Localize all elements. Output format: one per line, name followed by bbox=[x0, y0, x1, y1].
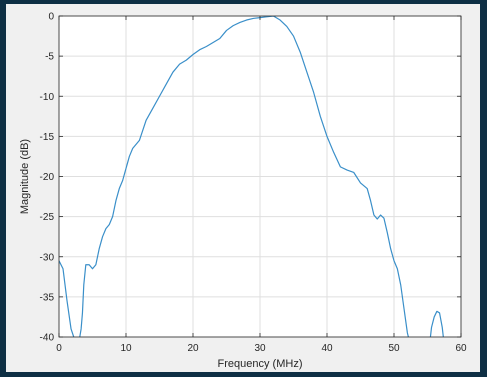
x-tick-label: 50 bbox=[388, 343, 400, 354]
y-tick-label: -35 bbox=[40, 292, 55, 303]
x-axis: 0 10 20 30 40 50 60 bbox=[56, 16, 467, 354]
y-tick-label: 0 bbox=[48, 12, 54, 23]
y-tick-label: -40 bbox=[40, 333, 55, 344]
x-tick-label: 60 bbox=[455, 343, 467, 354]
y-tick-label: -15 bbox=[40, 132, 55, 143]
y-axis-label: Magnitude (dB) bbox=[19, 139, 31, 214]
y-axis: -40 -35 -30 -25 -20 -15 -10 -5 0 bbox=[40, 12, 461, 344]
x-tick-label: 30 bbox=[254, 343, 266, 354]
figure: 0 10 20 30 40 50 60 -40 -35 -30 -25 -20 -15 -10 -5 0 F… bbox=[6, 4, 480, 372]
series-group bbox=[59, 16, 444, 337]
y-tick-label: -10 bbox=[40, 92, 55, 103]
y-tick-label: -30 bbox=[40, 252, 55, 263]
series-line-2 bbox=[429, 310, 444, 337]
x-tick-label: 10 bbox=[120, 343, 132, 354]
x-tick-label: 40 bbox=[321, 343, 333, 354]
x-axis-label: Frequency (MHz) bbox=[218, 358, 303, 370]
line-chart: 0 10 20 30 40 50 60 -40 -35 -30 -25 -20 -15 -10 -5 0 F… bbox=[19, 12, 467, 371]
series-line-1 bbox=[59, 16, 410, 337]
y-tick-label: -25 bbox=[40, 212, 55, 223]
y-tick-label: -20 bbox=[40, 172, 55, 183]
y-tick-label: -5 bbox=[45, 52, 54, 63]
x-tick-label: 20 bbox=[187, 343, 199, 354]
x-tick-label: 0 bbox=[56, 343, 62, 354]
